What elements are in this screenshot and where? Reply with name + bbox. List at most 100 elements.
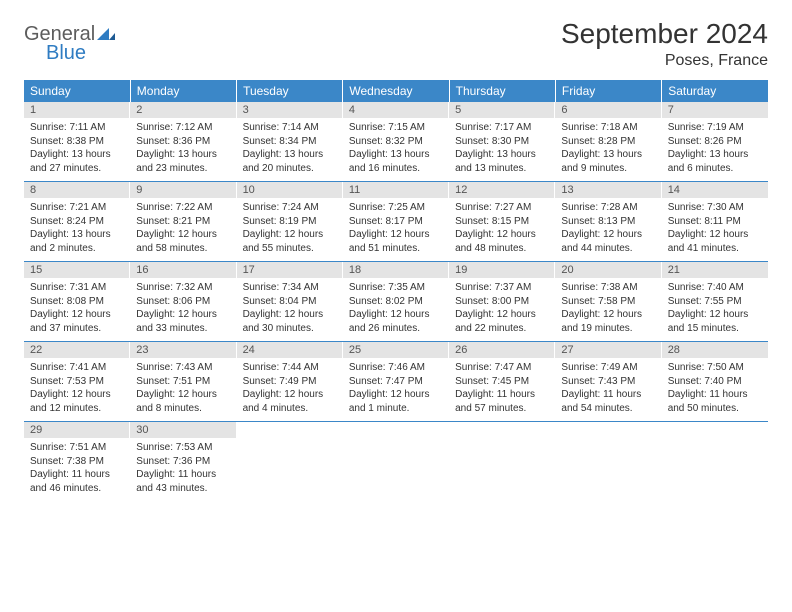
calendar-day-cell (555, 422, 661, 502)
daylight-line: Daylight: 11 hours (136, 468, 230, 482)
sunrise-line: Sunrise: 7:14 AM (243, 121, 337, 135)
day-number: 27 (555, 342, 661, 358)
daylight-line: Daylight: 12 hours (136, 228, 230, 242)
day-content: Sunrise: 7:22 AMSunset: 8:21 PMDaylight:… (130, 198, 236, 261)
day-content: Sunrise: 7:17 AMSunset: 8:30 PMDaylight:… (449, 118, 555, 181)
sunset-line: Sunset: 8:11 PM (668, 215, 762, 229)
calendar-week-row: 22Sunrise: 7:41 AMSunset: 7:53 PMDayligh… (24, 342, 768, 422)
calendar-day-cell: 18Sunrise: 7:35 AMSunset: 8:02 PMDayligh… (343, 262, 449, 342)
sunset-line: Sunset: 7:51 PM (136, 375, 230, 389)
calendar-week-row: 1Sunrise: 7:11 AMSunset: 8:38 PMDaylight… (24, 102, 768, 182)
day-number: 4 (343, 102, 449, 118)
sunrise-line: Sunrise: 7:40 AM (668, 281, 762, 295)
daylight-line: and 13 minutes. (455, 162, 549, 176)
daylight-line: and 20 minutes. (243, 162, 337, 176)
logo-text-blue: Blue (46, 43, 95, 63)
daylight-line: and 50 minutes. (668, 402, 762, 416)
sunset-line: Sunset: 7:38 PM (30, 455, 124, 469)
daylight-line: Daylight: 12 hours (455, 228, 549, 242)
sunrise-line: Sunrise: 7:37 AM (455, 281, 549, 295)
logo: General Blue (24, 18, 115, 63)
sunrise-line: Sunrise: 7:41 AM (30, 361, 124, 375)
day-number: 13 (555, 182, 661, 198)
daylight-line: and 15 minutes. (668, 322, 762, 336)
daylight-line: and 55 minutes. (243, 242, 337, 256)
day-content: Sunrise: 7:53 AMSunset: 7:36 PMDaylight:… (130, 438, 236, 501)
daylight-line: Daylight: 13 hours (136, 148, 230, 162)
daylight-line: and 12 minutes. (30, 402, 124, 416)
daylight-line: and 23 minutes. (136, 162, 230, 176)
sunrise-line: Sunrise: 7:50 AM (668, 361, 762, 375)
calendar-table: Sunday Monday Tuesday Wednesday Thursday… (24, 80, 768, 501)
calendar-day-cell (343, 422, 449, 502)
sunrise-line: Sunrise: 7:28 AM (561, 201, 655, 215)
day-number: 6 (555, 102, 661, 118)
day-number: 16 (130, 262, 236, 278)
weekday-header: Thursday (449, 80, 555, 102)
sunset-line: Sunset: 8:34 PM (243, 135, 337, 149)
weekday-header: Sunday (24, 80, 130, 102)
sunrise-line: Sunrise: 7:18 AM (561, 121, 655, 135)
sunrise-line: Sunrise: 7:30 AM (668, 201, 762, 215)
daylight-line: and 1 minute. (349, 402, 443, 416)
daylight-line: Daylight: 12 hours (349, 308, 443, 322)
weekday-header: Tuesday (237, 80, 343, 102)
day-content: Sunrise: 7:34 AMSunset: 8:04 PMDaylight:… (237, 278, 343, 341)
calendar-day-cell: 20Sunrise: 7:38 AMSunset: 7:58 PMDayligh… (555, 262, 661, 342)
calendar-day-cell: 2Sunrise: 7:12 AMSunset: 8:36 PMDaylight… (130, 102, 236, 182)
daylight-line: Daylight: 13 hours (668, 148, 762, 162)
day-content: Sunrise: 7:50 AMSunset: 7:40 PMDaylight:… (662, 358, 768, 421)
sunrise-line: Sunrise: 7:34 AM (243, 281, 337, 295)
day-number: 28 (662, 342, 768, 358)
day-content: Sunrise: 7:40 AMSunset: 7:55 PMDaylight:… (662, 278, 768, 341)
daylight-line: Daylight: 11 hours (455, 388, 549, 402)
day-content: Sunrise: 7:11 AMSunset: 8:38 PMDaylight:… (24, 118, 130, 181)
sunset-line: Sunset: 8:17 PM (349, 215, 443, 229)
day-content: Sunrise: 7:21 AMSunset: 8:24 PMDaylight:… (24, 198, 130, 261)
calendar-day-cell: 1Sunrise: 7:11 AMSunset: 8:38 PMDaylight… (24, 102, 130, 182)
daylight-line: Daylight: 12 hours (455, 308, 549, 322)
sunset-line: Sunset: 8:32 PM (349, 135, 443, 149)
daylight-line: and 6 minutes. (668, 162, 762, 176)
page: General Blue September 2024 Poses, Franc… (0, 0, 792, 519)
title-block: September 2024 Poses, France (561, 18, 768, 70)
daylight-line: and 9 minutes. (561, 162, 655, 176)
daylight-line: Daylight: 13 hours (30, 148, 124, 162)
sunset-line: Sunset: 7:58 PM (561, 295, 655, 309)
calendar-day-cell: 27Sunrise: 7:49 AMSunset: 7:43 PMDayligh… (555, 342, 661, 422)
day-number: 2 (130, 102, 236, 118)
day-number: 24 (237, 342, 343, 358)
calendar-week-row: 15Sunrise: 7:31 AMSunset: 8:08 PMDayligh… (24, 262, 768, 342)
daylight-line: and 16 minutes. (349, 162, 443, 176)
day-number: 21 (662, 262, 768, 278)
calendar-day-cell: 30Sunrise: 7:53 AMSunset: 7:36 PMDayligh… (130, 422, 236, 502)
calendar-day-cell: 3Sunrise: 7:14 AMSunset: 8:34 PMDaylight… (237, 102, 343, 182)
daylight-line: and 26 minutes. (349, 322, 443, 336)
calendar-day-cell: 12Sunrise: 7:27 AMSunset: 8:15 PMDayligh… (449, 182, 555, 262)
calendar-day-cell: 15Sunrise: 7:31 AMSunset: 8:08 PMDayligh… (24, 262, 130, 342)
daylight-line: Daylight: 12 hours (136, 308, 230, 322)
day-content: Sunrise: 7:19 AMSunset: 8:26 PMDaylight:… (662, 118, 768, 181)
calendar-day-cell: 23Sunrise: 7:43 AMSunset: 7:51 PMDayligh… (130, 342, 236, 422)
daylight-line: and 22 minutes. (455, 322, 549, 336)
calendar-body: 1Sunrise: 7:11 AMSunset: 8:38 PMDaylight… (24, 102, 768, 501)
daylight-line: Daylight: 12 hours (668, 308, 762, 322)
calendar-day-cell: 24Sunrise: 7:44 AMSunset: 7:49 PMDayligh… (237, 342, 343, 422)
daylight-line: Daylight: 11 hours (30, 468, 124, 482)
daylight-line: Daylight: 12 hours (30, 308, 124, 322)
daylight-line: and 30 minutes. (243, 322, 337, 336)
day-content: Sunrise: 7:38 AMSunset: 7:58 PMDaylight:… (555, 278, 661, 341)
sunset-line: Sunset: 8:13 PM (561, 215, 655, 229)
sunrise-line: Sunrise: 7:17 AM (455, 121, 549, 135)
day-number: 12 (449, 182, 555, 198)
day-content: Sunrise: 7:15 AMSunset: 8:32 PMDaylight:… (343, 118, 449, 181)
weekday-header: Wednesday (343, 80, 449, 102)
day-number: 14 (662, 182, 768, 198)
daylight-line: Daylight: 11 hours (561, 388, 655, 402)
sunset-line: Sunset: 7:53 PM (30, 375, 124, 389)
sunrise-line: Sunrise: 7:25 AM (349, 201, 443, 215)
sunrise-line: Sunrise: 7:24 AM (243, 201, 337, 215)
daylight-line: Daylight: 13 hours (30, 228, 124, 242)
day-number: 23 (130, 342, 236, 358)
logo-triangle-icon (97, 26, 115, 40)
